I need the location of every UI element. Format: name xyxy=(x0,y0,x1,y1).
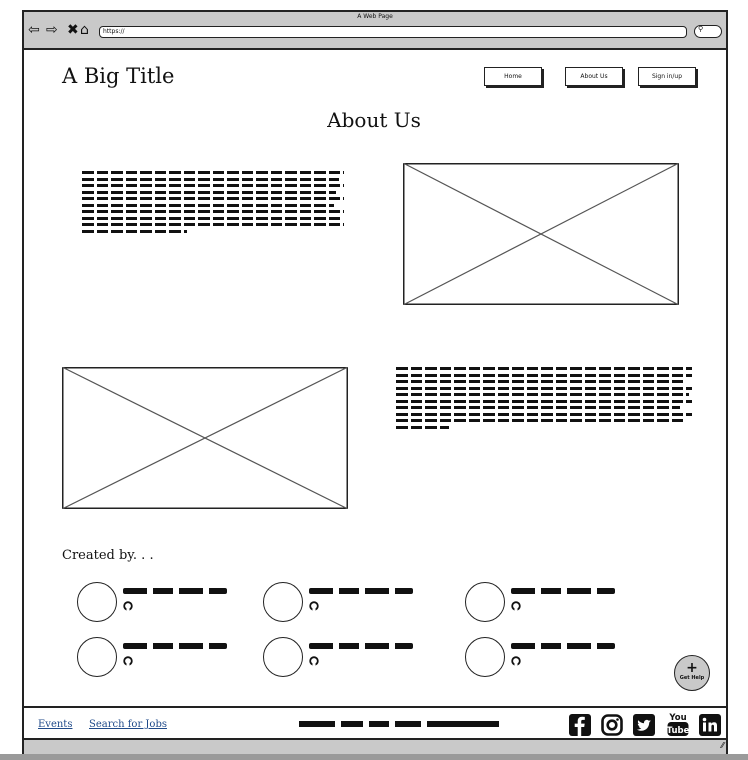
browser-search-box[interactable]: ⚲ xyxy=(694,25,722,38)
member-name xyxy=(123,643,227,649)
home-icon[interactable]: ⌂ xyxy=(80,22,89,38)
address-bar[interactable]: https:// xyxy=(99,26,687,38)
avatar xyxy=(77,582,117,622)
created-by-label: Created by. . . xyxy=(62,548,154,563)
window-title: A Web Page xyxy=(357,13,393,20)
twitter-icon[interactable] xyxy=(633,714,655,736)
instagram-icon[interactable] xyxy=(601,714,623,736)
nav-about-button[interactable]: About Us xyxy=(565,67,623,86)
team-member-card xyxy=(263,582,413,624)
member-name xyxy=(511,643,615,649)
member-name xyxy=(309,588,413,594)
avatar xyxy=(263,637,303,677)
svg-text:Tube: Tube xyxy=(667,726,690,736)
image-placeholder xyxy=(403,163,679,305)
nav-signin-button[interactable]: Sign in/up xyxy=(638,67,696,86)
resize-grip-icon[interactable]: ⁄⁄ xyxy=(721,741,724,750)
footer-link-events[interactable]: Events xyxy=(38,719,73,730)
avatar xyxy=(465,582,505,622)
about-text-block xyxy=(396,367,692,429)
site-title: A Big Title xyxy=(62,64,175,88)
facebook-icon[interactable] xyxy=(569,714,591,736)
footer-link-jobs[interactable]: Search for Jobs xyxy=(89,719,167,730)
github-icon[interactable] xyxy=(123,656,133,666)
forward-icon[interactable]: ⇨ xyxy=(46,22,58,38)
page-heading: About Us xyxy=(327,108,421,132)
avatar xyxy=(263,582,303,622)
browser-titlebar: A Web Page ⇦ ⇨ ✖ ⌂ https:// ⚲ xyxy=(24,12,726,50)
address-text: https:// xyxy=(103,28,125,35)
image-placeholder xyxy=(62,367,348,509)
github-icon[interactable] xyxy=(511,656,521,666)
get-help-label: Get Help xyxy=(679,675,705,681)
github-icon[interactable] xyxy=(309,601,319,611)
browser-statusbar: ⁄⁄ xyxy=(24,738,726,754)
member-name xyxy=(123,588,227,594)
footer-text xyxy=(299,721,499,727)
back-icon[interactable]: ⇦ xyxy=(28,22,40,38)
close-icon[interactable]: ✖ xyxy=(67,22,79,38)
youtube-icon[interactable]: You Tube xyxy=(665,711,691,737)
avatar xyxy=(465,637,505,677)
linkedin-icon[interactable] xyxy=(699,714,721,736)
plus-icon: + xyxy=(686,660,698,676)
team-member-card xyxy=(465,637,615,679)
github-icon[interactable] xyxy=(123,601,133,611)
team-member-card xyxy=(465,582,615,624)
member-name xyxy=(511,588,615,594)
footer: Events Search for Jobs You Tube xyxy=(24,706,726,740)
nav-home-button[interactable]: Home xyxy=(484,67,542,86)
search-icon: ⚲ xyxy=(698,25,704,33)
github-icon[interactable] xyxy=(309,656,319,666)
about-text-block xyxy=(82,171,344,233)
get-help-button[interactable]: + Get Help xyxy=(674,655,710,691)
team-member-card xyxy=(77,637,227,679)
github-icon[interactable] xyxy=(511,601,521,611)
team-member-card xyxy=(263,637,413,679)
svg-text:You: You xyxy=(668,713,686,723)
avatar xyxy=(77,637,117,677)
member-name xyxy=(309,643,413,649)
bottom-edge xyxy=(0,754,748,760)
team-member-card xyxy=(77,582,227,624)
